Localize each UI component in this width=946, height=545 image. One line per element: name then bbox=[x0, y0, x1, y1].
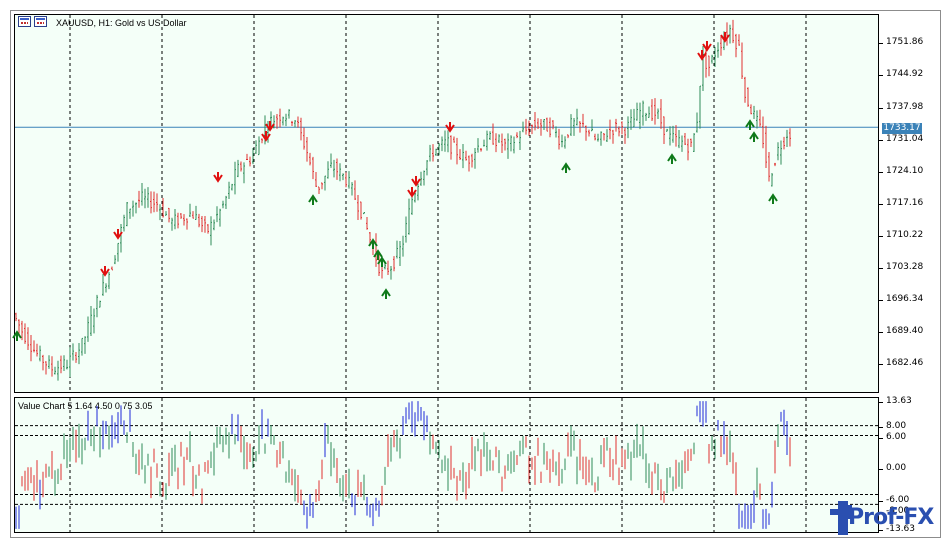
sell-arrow-icon bbox=[407, 187, 417, 198]
price-axis-label: 1717.16 bbox=[886, 198, 924, 208]
buy-arrow-icon bbox=[12, 330, 22, 341]
window-icon[interactable] bbox=[18, 16, 31, 27]
indicator-axis-tick bbox=[879, 512, 883, 513]
price-axis-tick bbox=[879, 332, 883, 333]
indicator-chart-area[interactable] bbox=[14, 397, 879, 533]
buy-arrow-icon bbox=[381, 288, 391, 299]
price-axis-label: 1737.98 bbox=[886, 102, 924, 112]
indicator-axis-label: 8.00 bbox=[886, 421, 907, 431]
price-axis-label: 1696.34 bbox=[886, 294, 924, 304]
price-axis-label: 1710.22 bbox=[886, 230, 924, 240]
price-axis-tick bbox=[879, 172, 883, 173]
indicator-axis-tick bbox=[879, 427, 883, 428]
indicator-axis-label: 0.00 bbox=[886, 463, 907, 473]
buy-arrow-icon bbox=[368, 238, 378, 249]
buy-arrow-icon bbox=[561, 162, 571, 173]
indicator-axis-label: 13.63 bbox=[886, 396, 912, 406]
sell-arrow-icon bbox=[445, 122, 455, 133]
price-axis-label: 1689.40 bbox=[886, 326, 924, 336]
indicator-axis-label: -6.00 bbox=[886, 495, 910, 505]
buy-arrow-icon bbox=[667, 153, 677, 164]
sell-arrow-icon bbox=[411, 176, 421, 187]
chart-icon[interactable] bbox=[34, 16, 47, 27]
buy-arrow-icon bbox=[749, 131, 759, 142]
indicator-axis-tick bbox=[879, 438, 883, 439]
price-axis-tick bbox=[879, 364, 883, 365]
buy-arrow-icon bbox=[745, 119, 755, 130]
indicator-title: Value Chart 5 1.64 4.50 0.75 3.05 bbox=[18, 401, 153, 411]
indicator-axis-tick bbox=[879, 469, 883, 470]
price-axis-tick bbox=[879, 236, 883, 237]
price-axis-tick bbox=[879, 268, 883, 269]
logo-p-icon bbox=[830, 501, 852, 535]
indicator-axis-tick bbox=[879, 530, 883, 531]
price-axis-tick bbox=[879, 140, 883, 141]
price-axis-label: 1744.92 bbox=[886, 69, 924, 79]
chart-title: XAUUSD, H1: Gold vs US Dollar bbox=[56, 18, 187, 28]
watermark-text: Prof-FX bbox=[848, 505, 934, 530]
sell-arrow-icon bbox=[261, 131, 271, 142]
price-axis-label: 1703.28 bbox=[886, 262, 924, 272]
chart-toolbar bbox=[18, 16, 52, 28]
indicator-axis-tick bbox=[879, 501, 883, 502]
price-axis-tick bbox=[879, 300, 883, 301]
sell-arrow-icon bbox=[213, 172, 223, 183]
sell-arrow-icon bbox=[113, 229, 123, 240]
sell-arrow-icon bbox=[702, 41, 712, 52]
indicator-axis-label: 6.00 bbox=[886, 432, 907, 442]
price-axis-tick bbox=[879, 108, 883, 109]
price-chart-area[interactable] bbox=[14, 14, 879, 393]
price-axis-label: 1751.86 bbox=[886, 37, 924, 47]
price-axis-tick bbox=[879, 204, 883, 205]
price-axis-tick bbox=[879, 75, 883, 76]
buy-arrow-icon bbox=[768, 193, 778, 204]
sell-arrow-icon bbox=[265, 121, 275, 132]
current-price-badge: 1733.17 bbox=[882, 123, 922, 134]
price-axis-tick bbox=[879, 43, 883, 44]
sell-arrow-icon bbox=[720, 32, 730, 43]
buy-arrow-icon bbox=[308, 194, 318, 205]
buy-arrow-icon bbox=[373, 249, 383, 260]
buy-arrow-icon bbox=[377, 256, 387, 267]
watermark-logo: Prof-FX bbox=[826, 497, 938, 539]
indicator-axis-tick bbox=[879, 402, 883, 403]
indicator-axis-label: -8.00 bbox=[886, 506, 910, 516]
price-axis-label: 1682.46 bbox=[886, 358, 924, 368]
sell-arrow-icon bbox=[100, 266, 110, 277]
indicator-axis-label: -13.63 bbox=[886, 524, 916, 534]
price-axis-label: 1724.10 bbox=[886, 166, 924, 176]
price-axis-label: 1731.04 bbox=[886, 134, 924, 144]
sell-arrow-icon bbox=[697, 50, 707, 61]
